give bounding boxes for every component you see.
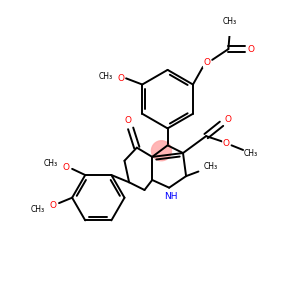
Text: O: O xyxy=(248,45,255,54)
Text: O: O xyxy=(223,139,230,148)
Text: CH₃: CH₃ xyxy=(244,148,258,158)
Text: CH₃: CH₃ xyxy=(98,71,112,80)
Text: CH₃: CH₃ xyxy=(30,205,44,214)
Text: CH₃: CH₃ xyxy=(204,162,218,171)
Text: O: O xyxy=(117,74,124,83)
Text: O: O xyxy=(124,116,131,125)
Text: O: O xyxy=(50,201,56,210)
Text: O: O xyxy=(203,58,210,68)
Circle shape xyxy=(152,141,172,161)
Text: O: O xyxy=(62,163,70,172)
Text: CH₃: CH₃ xyxy=(223,17,237,26)
Text: CH₃: CH₃ xyxy=(44,159,58,168)
Text: NH: NH xyxy=(164,192,177,201)
Text: O: O xyxy=(224,115,231,124)
